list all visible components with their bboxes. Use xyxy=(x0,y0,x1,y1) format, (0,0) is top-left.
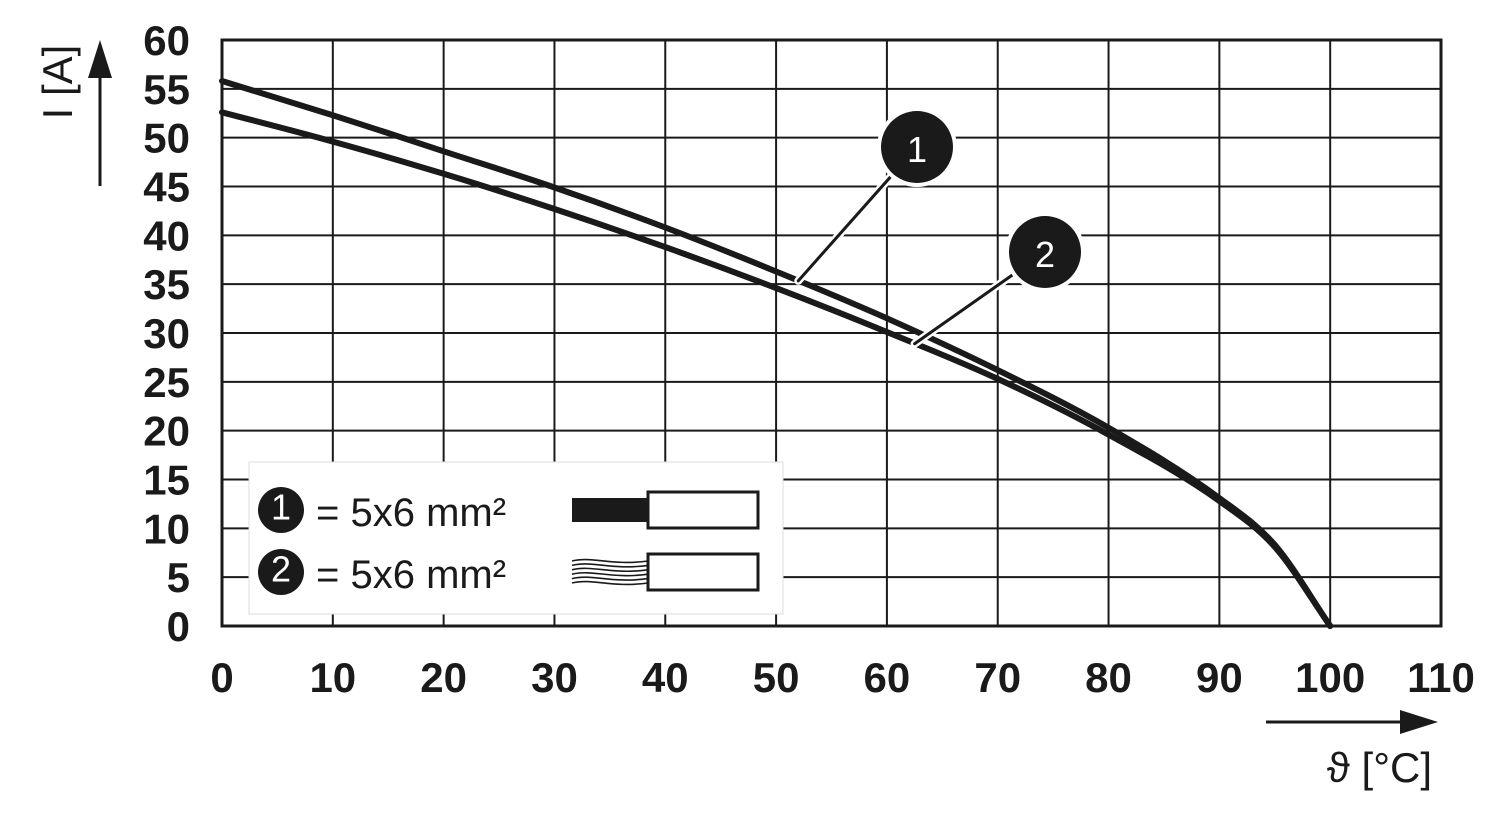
callout-badge-1 xyxy=(881,111,953,183)
y-tick-label: 10 xyxy=(143,505,190,552)
y-tick-label: 5 xyxy=(167,554,190,601)
x-tick-label: 70 xyxy=(974,654,1021,701)
x-axis-arrow-head xyxy=(1400,710,1438,734)
strand-line xyxy=(571,567,649,573)
series-line-2 xyxy=(219,109,1334,629)
legend: 1 = 5x6 mm² 2 = 5x6 mm² xyxy=(248,461,784,615)
y-tick-label: 25 xyxy=(143,359,190,406)
x-tick-label: 50 xyxy=(753,654,800,701)
legend-text-2: = 5x6 mm² xyxy=(316,553,506,597)
x-tick-label: 100 xyxy=(1295,654,1365,701)
strand-line xyxy=(571,580,649,586)
legend-text-1: = 5x6 mm² xyxy=(316,491,506,535)
y-tick-label: 0 xyxy=(167,603,190,650)
x-tick-label: 30 xyxy=(531,654,578,701)
legend-badge-1 xyxy=(258,487,304,533)
x-tick-label: 20 xyxy=(420,654,467,701)
strand-line xyxy=(571,571,649,577)
y-tick-label: 40 xyxy=(143,212,190,259)
x-axis-title: ϑ [°C] xyxy=(1327,744,1432,791)
x-tick-label: 0 xyxy=(210,654,233,701)
stranded-conductor-icon xyxy=(571,558,649,586)
x-tick-label: 40 xyxy=(642,654,689,701)
x-tick-label: 10 xyxy=(309,654,356,701)
legend-badge-1-label: 1 xyxy=(271,487,291,528)
callout-leader-1 xyxy=(796,172,895,283)
insulation-sleeve-icon xyxy=(646,490,760,530)
y-tick-label: 35 xyxy=(143,261,190,308)
x-tick-label: 60 xyxy=(864,654,911,701)
y-tick-label: 55 xyxy=(143,66,190,113)
callouts: 12 xyxy=(794,107,1085,348)
callout-badge-1-label: 1 xyxy=(907,129,927,170)
callout-badge-2 xyxy=(1009,216,1081,288)
strand-line xyxy=(571,558,649,564)
callout-leader-2 xyxy=(913,271,1018,346)
axes: 0 10 20 30 40 50 60 70 80 90 100 110051015202530354… xyxy=(34,17,1475,791)
strand-line xyxy=(571,576,649,581)
y-axis-title: I [A] xyxy=(34,45,81,120)
legend-badge-2-label: 2 xyxy=(271,549,291,590)
y-axis-arrow-head xyxy=(88,40,112,78)
y-tick-label: 60 xyxy=(143,17,190,64)
callout-badge-2-label: 2 xyxy=(1035,234,1055,275)
insulation-sleeve-icon xyxy=(646,552,760,592)
plot-frame xyxy=(220,38,1443,628)
x-tick-label: 90 xyxy=(1196,654,1243,701)
y-tick-label: 20 xyxy=(143,408,190,455)
solid-conductor-icon xyxy=(572,498,648,522)
y-tick-label: 50 xyxy=(143,115,190,162)
x-tick-label: 80 xyxy=(1085,654,1132,701)
legend-badge-2 xyxy=(258,549,304,595)
x-tick-label: 110 xyxy=(1407,654,1475,701)
y-tick-label: 45 xyxy=(143,164,190,211)
y-tick-label: 15 xyxy=(143,457,190,504)
strand-line xyxy=(571,563,649,568)
series-group xyxy=(219,78,1334,629)
y-tick-label: 30 xyxy=(143,310,190,357)
